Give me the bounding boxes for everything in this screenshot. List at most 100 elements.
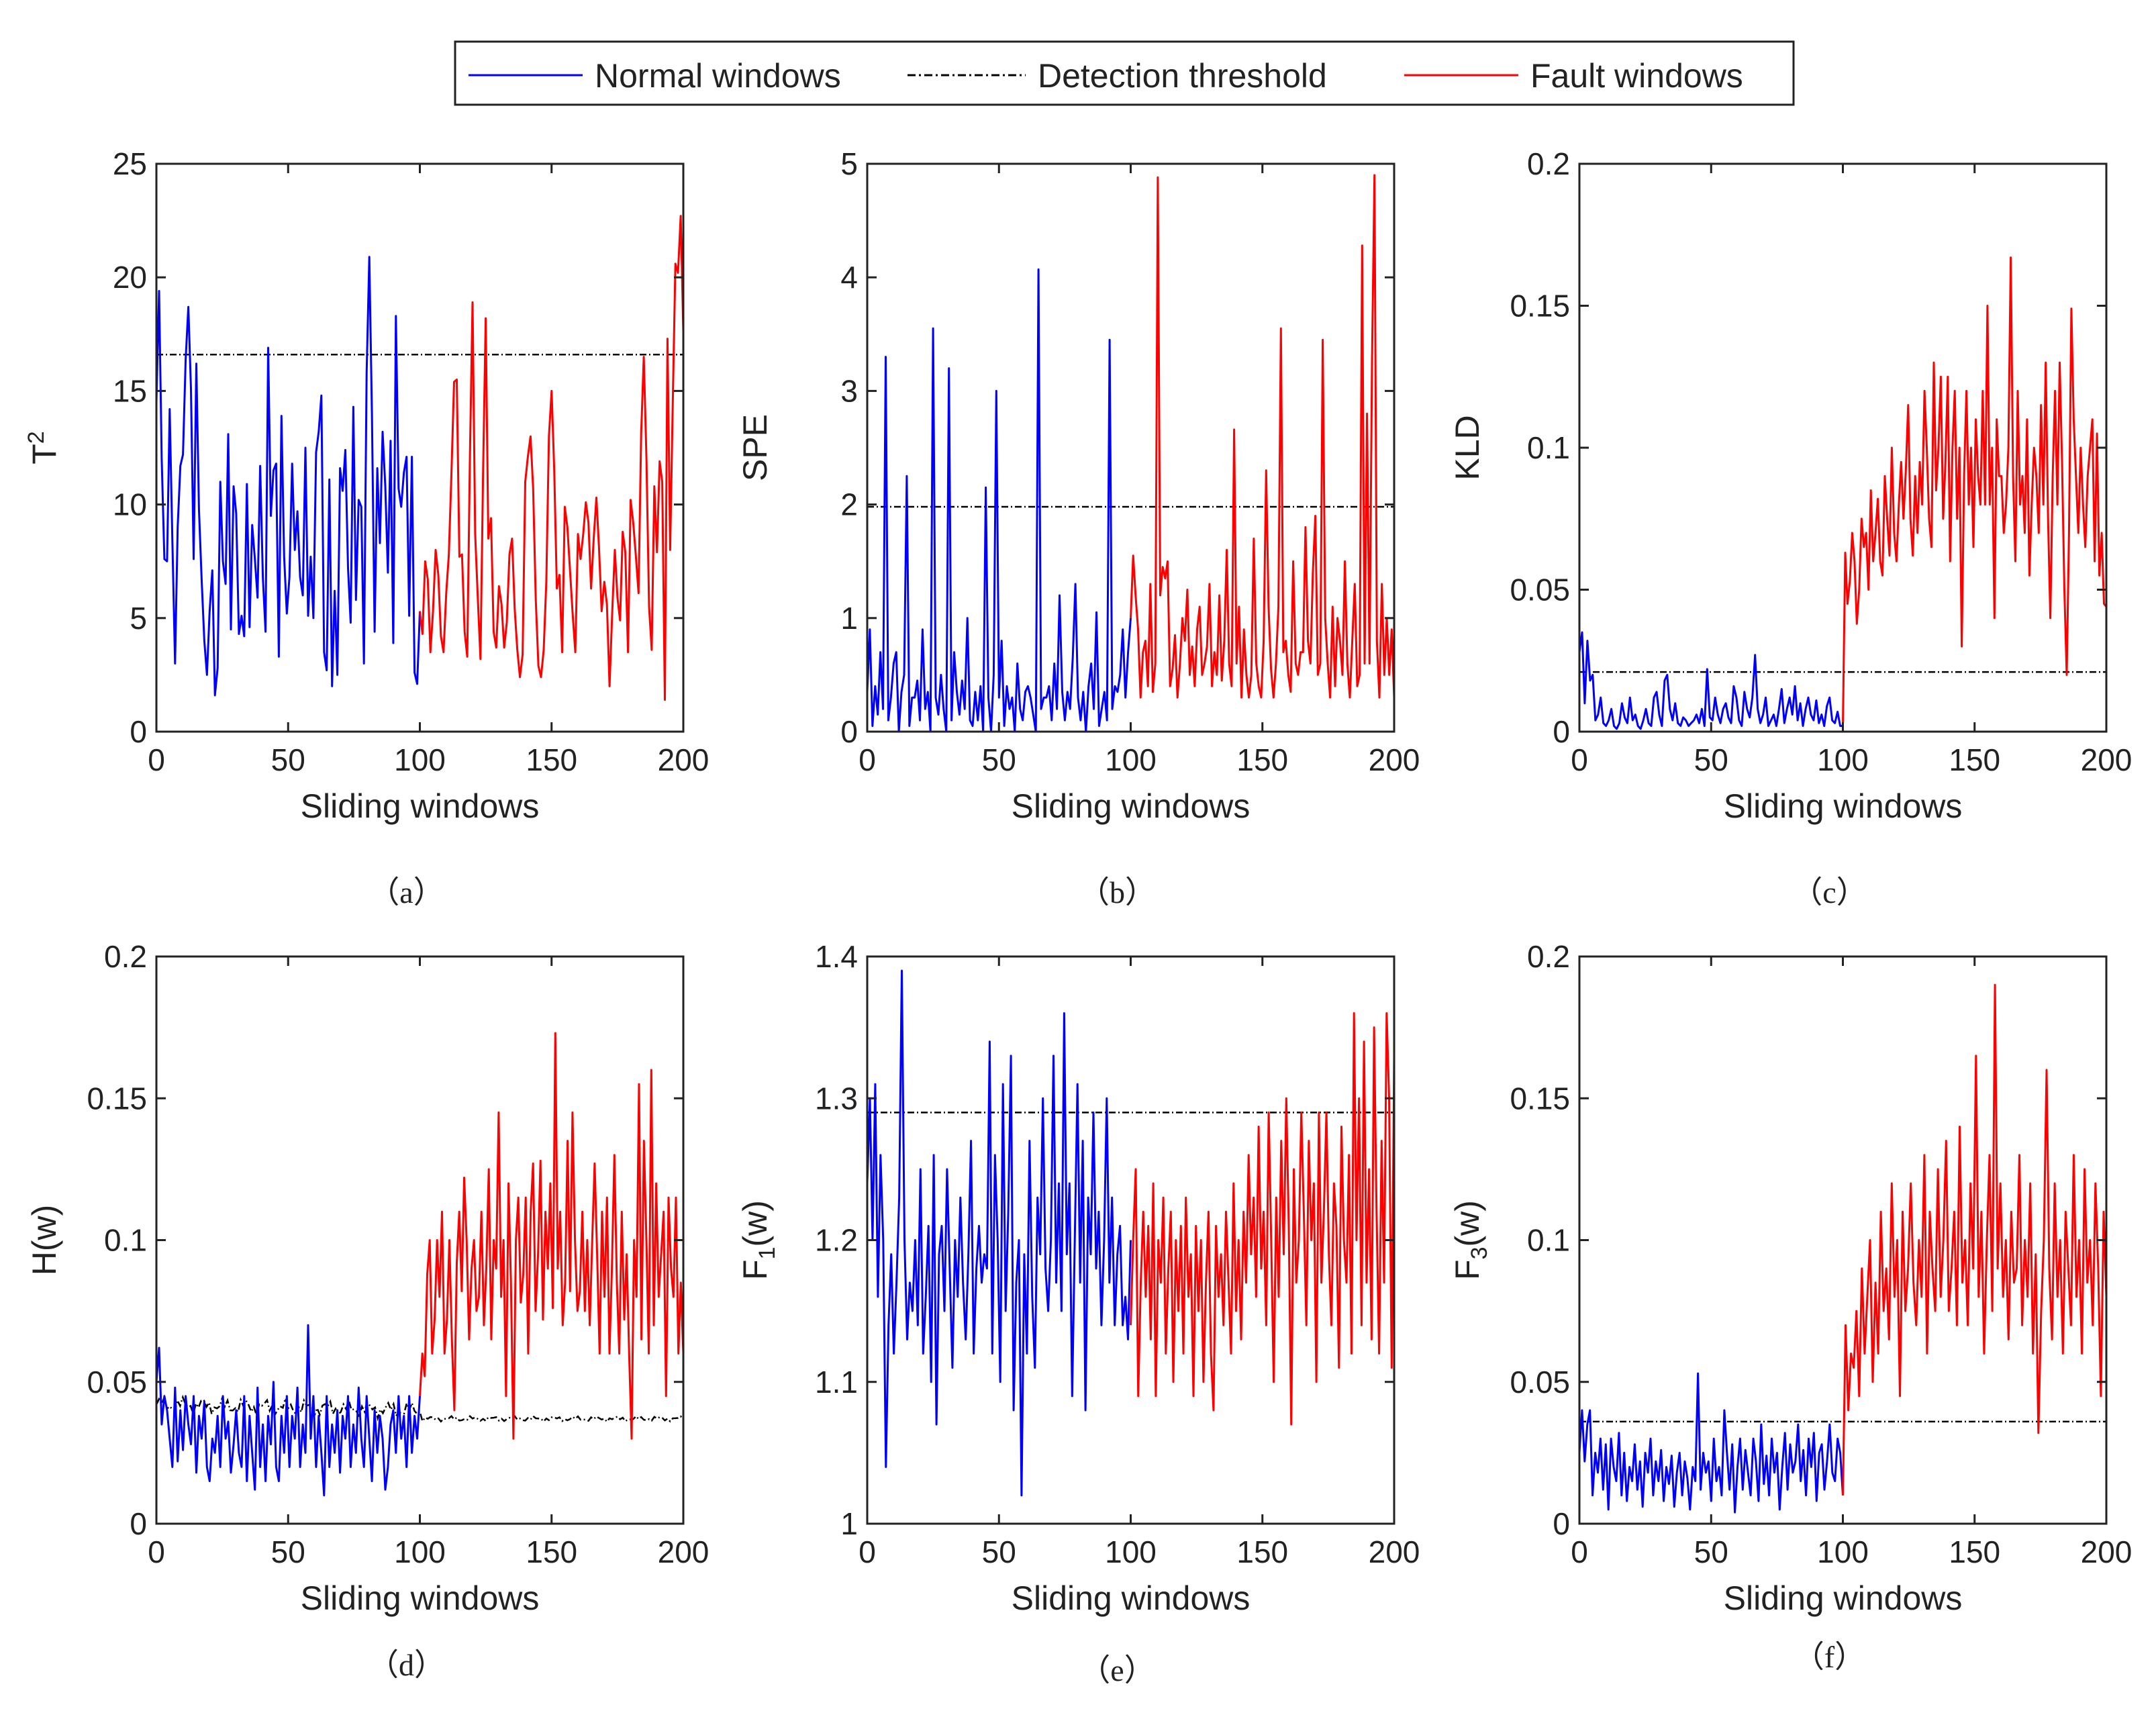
legend-box [454,40,1795,106]
y-tick-label: 0.15 [1510,1081,1570,1116]
normal-series-line [1579,1372,1844,1514]
plot-area [867,174,1394,732]
legend-label-fault: Fault windows [1530,57,1743,95]
y-axis-label: H(w) [26,1205,63,1276]
y-tick-label: 4 [840,260,858,295]
x-tick-label: 150 [526,742,577,777]
y-tick-label: 0.05 [87,1365,147,1400]
fault-series-line [419,1032,683,1440]
panel-caption: （d） [368,1648,445,1682]
normal-series-line [867,969,1132,1497]
y-tick-label: 0 [130,1506,147,1541]
x-tick-label: 50 [1694,742,1728,777]
fault-series-line [419,215,683,701]
x-tick-label: 0 [1571,742,1588,777]
normal-series-line [1579,631,1843,730]
y-axis-label: F3(w) [1449,1200,1492,1280]
y-tick-label: 0 [840,714,858,749]
x-tick-label: 200 [658,1534,709,1569]
normal-series-line [156,256,421,697]
x-axis-label: Sliding windows [301,787,540,825]
x-tick-label: 200 [2081,742,2133,777]
y-tick-label: 0.1 [104,1223,147,1258]
y-tick-label: 0.05 [1510,1365,1570,1400]
fault-series-line [1842,256,2106,726]
x-tick-label: 150 [1236,742,1288,777]
x-axis-label: Sliding windows [1724,787,1963,825]
x-tick-label: 150 [1949,1534,2000,1569]
x-tick-label: 50 [982,1534,1016,1569]
y-tick-label: 0.1 [1527,1223,1570,1258]
x-axis-label: Sliding windows [1012,787,1251,825]
y-tick-label: 0.2 [1527,146,1570,181]
y-axis-label: T2 [23,431,63,464]
y-axis-label: KLD [1449,415,1486,480]
y-tick-label: 1 [840,601,858,636]
legend-label-normal: Normal windows [595,57,841,95]
y-tick-label: 10 [113,487,147,522]
y-tick-label: 3 [840,373,858,408]
plot-area [156,1032,683,1497]
y-tick-label: 0.05 [1510,573,1570,607]
y-tick-label: 0.15 [1510,289,1570,324]
x-tick-label: 0 [859,1534,876,1569]
x-tick-label: 150 [1949,742,2000,777]
plot-area [156,215,683,701]
x-tick-label: 200 [1369,742,1420,777]
panel-f: 0 50 100 150 200 0 0.05 0.1 0.15 0.2 Sliding windo… [1449,939,2132,1674]
normal-series-line [867,268,1132,732]
y-tick-label: 5 [130,601,147,636]
normal-series-line [156,1324,421,1497]
y-tick-label: 2 [840,487,858,522]
x-tick-label: 100 [1817,1534,1869,1569]
plot-area [867,969,1394,1497]
x-tick-label: 0 [148,1534,165,1569]
x-tick-label: 100 [1105,1534,1157,1569]
legend: Normal windows Detection threshold Fault… [454,40,1795,106]
x-tick-label: 100 [1817,742,1869,777]
fault-series-line [1842,983,2106,1496]
panel-caption: （f） [1794,1640,1865,1674]
x-tick-label: 150 [526,1534,577,1569]
panel-d: 0 50 100 150 200 0 0.05 0.1 0.15 0.2 Sliding windo… [26,939,709,1682]
x-tick-label: 100 [394,742,446,777]
y-tick-label: 0.2 [104,939,147,974]
plot-area [1579,983,2106,1514]
x-tick-label: 50 [1694,1534,1728,1569]
panel-caption: （e） [1079,1653,1155,1687]
panel-caption: （b） [1079,875,1156,910]
y-tick-label: 15 [113,373,147,408]
x-tick-label: 100 [394,1534,446,1569]
x-tick-label: 0 [1571,1534,1588,1569]
y-tick-label: 5 [840,146,858,181]
legend-label-threshold: Detection threshold [1038,57,1327,95]
y-tick-label: 0 [130,714,147,749]
y-tick-label: 0 [1553,714,1570,749]
panel-caption: （c） [1792,875,1867,910]
x-tick-label: 50 [271,1534,305,1569]
y-tick-label: 1.2 [815,1223,858,1258]
panel-caption: （a） [369,875,444,910]
panel-a: 0 50 100 150 200 0 5 10 15 20 25 Sliding windows T2 （… [23,146,709,910]
x-tick-label: 0 [859,742,876,777]
x-axis-label: Sliding windows [301,1579,540,1617]
y-tick-label: 0.1 [1527,430,1570,465]
x-axis-label: Sliding windows [1012,1579,1251,1617]
y-tick-label: 1.1 [815,1365,858,1400]
fault-series-line [1130,174,1394,699]
fault-series-line [1130,1012,1394,1426]
y-tick-label: 1 [840,1506,858,1541]
y-tick-label: 0.15 [87,1081,147,1116]
panel-b: 0 50 100 150 200 0 1 2 3 4 5 Sliding windows SPE （b） [736,146,1420,910]
x-tick-label: 100 [1105,742,1157,777]
x-tick-label: 50 [271,742,305,777]
plot-area [1579,256,2106,730]
x-tick-label: 200 [1369,1534,1420,1569]
y-tick-label: 1.3 [815,1081,858,1116]
panel-c: 0 50 100 150 200 0 0.05 0.1 0.15 0.2 Sliding windo… [1449,146,2132,910]
x-tick-label: 150 [1236,1534,1288,1569]
y-tick-label: 25 [113,146,147,181]
y-tick-label: 0 [1553,1506,1570,1541]
